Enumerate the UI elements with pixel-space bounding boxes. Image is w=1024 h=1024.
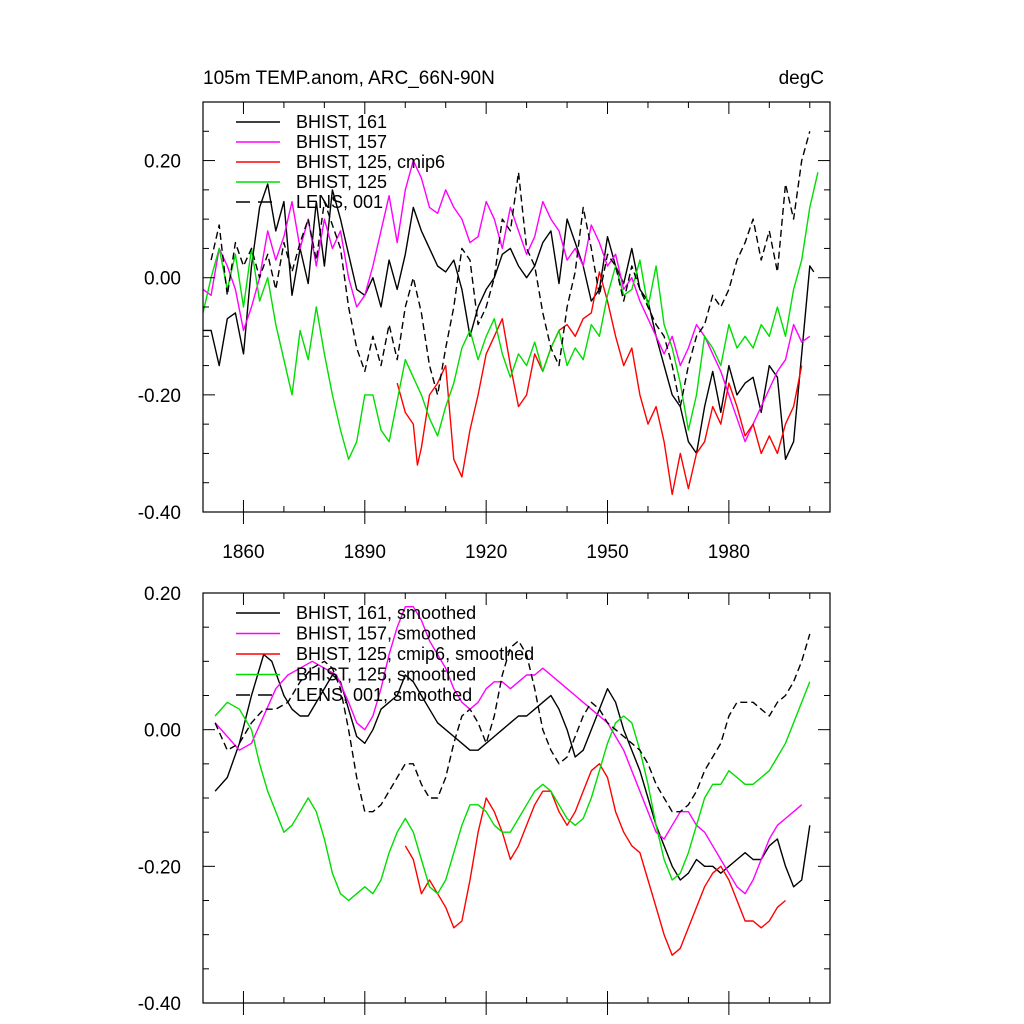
- legend-label-1: BHIST, 161: [296, 112, 387, 132]
- series-line-5: [214, 633, 811, 813]
- series-line-2: [214, 606, 803, 895]
- series-line-3: [404, 763, 786, 956]
- chart-units: degC: [779, 68, 824, 89]
- series-line-5: [210, 131, 811, 408]
- y-tick-label: 0.00: [144, 721, 181, 742]
- legend-label-3: BHIST, 125, cmip6, smoothed: [296, 644, 534, 664]
- legend-label-5: LENS, 001: [296, 192, 383, 212]
- x-tick-label: 1920: [465, 542, 507, 563]
- legend-label-2: BHIST, 157, smoothed: [296, 624, 476, 644]
- legend-label-1: BHIST, 161, smoothed: [296, 603, 476, 623]
- series-line-3: [396, 271, 803, 496]
- chart-title: 105m TEMP.anom, ARC_66N-90N: [203, 68, 495, 89]
- series-line-1: [203, 183, 815, 460]
- legend-label-3: BHIST, 125, cmip6: [296, 152, 445, 172]
- y-tick-label: 0.00: [144, 269, 181, 290]
- series-line-4: [203, 172, 819, 460]
- x-tick-label: 1980: [708, 542, 750, 563]
- x-tick-label: 1860: [222, 542, 264, 563]
- legend-label-4: BHIST, 125, smoothed: [296, 665, 476, 685]
- series-group: [203, 131, 819, 496]
- y-tick-label: 0.20: [144, 152, 181, 173]
- x-tick-label: 1890: [344, 542, 386, 563]
- x-tick-label: 1950: [586, 542, 628, 563]
- legend-label-2: BHIST, 157: [296, 132, 387, 152]
- y-tick-label: -0.40: [138, 503, 181, 524]
- y-tick-label: -0.20: [138, 857, 181, 878]
- y-tick-label: -0.40: [138, 994, 181, 1015]
- legend-label-5: LENS, 001, smoothed: [296, 685, 472, 705]
- series-line-2: [203, 159, 811, 443]
- series-line-4: [214, 681, 811, 902]
- legend-label-4: BHIST, 125: [296, 172, 387, 192]
- y-tick-label: 0.20: [144, 584, 181, 605]
- chart-panel-1: -0.40 -0.20 0.00 0.20 1860 1890 1920 1950 1980 10…: [138, 68, 831, 563]
- series-group: [214, 606, 811, 956]
- y-tick-label: -0.20: [138, 386, 181, 407]
